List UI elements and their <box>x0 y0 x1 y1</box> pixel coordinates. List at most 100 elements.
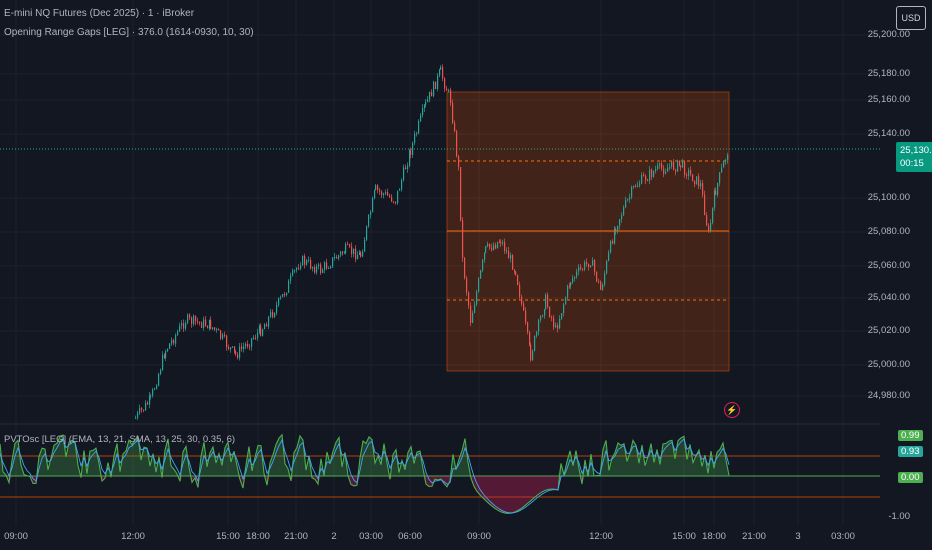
candle-body <box>425 101 427 105</box>
candle-body <box>510 255 512 259</box>
candle-body <box>345 244 347 253</box>
candle-body <box>462 220 464 258</box>
candle-body <box>547 294 549 307</box>
candle-body <box>377 185 379 190</box>
symbol-title[interactable]: E-mini NQ Futures (Dec 2025) · 1 · iBrok… <box>4 8 195 19</box>
candle-body <box>721 167 723 173</box>
candle-body <box>446 88 448 91</box>
candle-body <box>499 241 501 243</box>
candle-body <box>210 319 212 329</box>
candle-body <box>629 197 631 200</box>
candle-body <box>551 317 553 319</box>
candle-body <box>523 303 525 311</box>
candle-body <box>162 354 164 370</box>
candle-body <box>306 260 308 265</box>
candle-body <box>545 294 547 310</box>
candle-body <box>439 69 441 76</box>
candle-body <box>412 142 414 155</box>
candle-body <box>220 330 222 339</box>
candle-body <box>353 248 355 255</box>
candle-body <box>677 160 679 172</box>
candle-body <box>431 91 433 97</box>
candle-body <box>156 385 158 389</box>
time-tick: 06:00 <box>398 531 422 542</box>
candle-body <box>565 297 567 305</box>
candle-body <box>704 194 706 216</box>
candle-body <box>679 160 681 166</box>
currency-button[interactable]: USD <box>896 6 926 30</box>
candle-body <box>470 305 472 324</box>
oscillator-title[interactable]: PVTOsc [LEG] (EMA, 13, 21, SMA, 13, 25, … <box>4 434 236 445</box>
candle-body <box>368 215 370 226</box>
candle-body <box>239 346 241 358</box>
candle-body <box>584 262 586 270</box>
candle-body <box>145 402 147 411</box>
time-tick: 09:00 <box>467 531 491 542</box>
bolt-icon[interactable]: ⚡ <box>724 402 740 418</box>
current-price: 25,130.75 <box>900 145 932 156</box>
candle-body <box>302 256 304 266</box>
candle-body <box>278 298 280 306</box>
candle-body <box>222 334 224 339</box>
candle-body <box>230 347 232 350</box>
indicator-title[interactable]: Opening Range Gaps [LEG] · 376.0 (1614-0… <box>4 27 254 38</box>
candle-body <box>284 293 286 295</box>
candle-body <box>366 225 368 240</box>
candle-body <box>389 195 391 197</box>
candle-body <box>460 166 462 221</box>
osc-badge-zero: 0.00 <box>898 472 923 483</box>
candle-body <box>173 339 175 344</box>
candle-body <box>442 67 444 79</box>
candle-body <box>403 167 405 180</box>
candle-body <box>253 337 255 339</box>
candle-body <box>489 243 491 248</box>
candle-body <box>286 292 288 295</box>
candle-body <box>324 262 326 270</box>
candle-body <box>318 264 320 267</box>
candle-body <box>596 271 598 282</box>
candle-body <box>338 255 340 259</box>
candle-body <box>234 346 236 352</box>
time-tick: 15:00 <box>216 531 240 542</box>
candle-body <box>427 99 429 102</box>
candle-body <box>639 183 641 186</box>
candle-body <box>456 131 458 157</box>
candle-body <box>347 244 349 246</box>
candle-body <box>241 346 243 349</box>
candle-body <box>621 215 623 220</box>
candle-body <box>675 169 677 172</box>
price-tick: 25,140.00 <box>867 128 910 139</box>
candle-body <box>149 395 151 405</box>
candle-body <box>647 180 649 182</box>
candle-body <box>212 327 214 329</box>
candle-body <box>617 225 619 231</box>
candle-body <box>268 316 270 327</box>
price-tick: 25,180.00 <box>867 68 910 79</box>
candle-body <box>464 257 466 279</box>
candle-body <box>542 315 544 317</box>
candle-body <box>506 250 508 252</box>
candle-body <box>448 89 450 91</box>
candle-body <box>635 185 637 187</box>
candle-body <box>195 315 197 322</box>
candle-body <box>637 185 639 187</box>
price-tick: 25,060.00 <box>867 260 910 271</box>
candle-body <box>280 297 282 299</box>
candle-body <box>414 134 416 143</box>
candle-body <box>424 104 426 109</box>
candle-body <box>714 190 716 208</box>
candle-body <box>610 240 612 253</box>
candle-body <box>553 318 555 328</box>
time-tick: 21:00 <box>284 531 308 542</box>
candle-body <box>504 242 506 252</box>
candle-body <box>393 201 395 203</box>
candle-body <box>485 246 487 253</box>
candle-body <box>519 284 521 297</box>
candle-body <box>686 174 688 176</box>
candle-body <box>598 281 600 283</box>
candle-body <box>643 174 645 177</box>
candle-body <box>651 169 653 177</box>
candle-body <box>328 267 330 269</box>
time-tick: 18:00 <box>702 531 726 542</box>
